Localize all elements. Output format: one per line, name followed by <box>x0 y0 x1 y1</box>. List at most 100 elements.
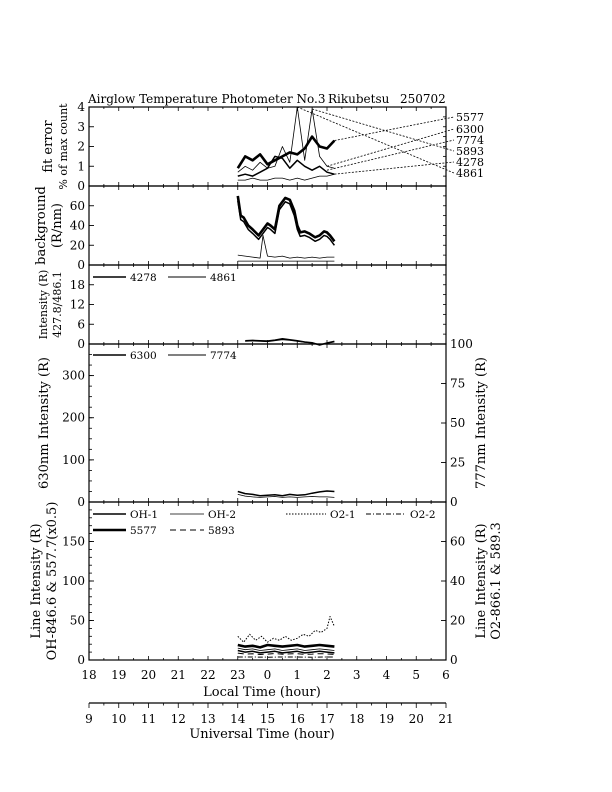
intensity-427-486-ytick-label-left: 0 <box>77 337 85 351</box>
line-intensity-ylabel-left: Line Intensity (R) <box>29 523 44 638</box>
line-intensity-ytick-label-left: 100 <box>62 574 85 588</box>
x-axes-group: Local Time (hour) Universal Time (hour) … <box>81 668 453 742</box>
intensity-630-777-ytick-label-right: 75 <box>450 377 465 391</box>
fit-error-frame <box>88 106 447 187</box>
intensity-427-486-legend-label-4278: 4278 <box>130 272 157 284</box>
intensity-630-777-ytick-label-left: 0 <box>77 495 85 509</box>
line-intensity-series-5577 <box>237 643 335 649</box>
fit-error-legend-7774: 7774 <box>456 134 484 147</box>
intensity-630-777-ytick-label-right: 100 <box>450 337 473 351</box>
fit-error-leader-7774 <box>326 139 455 171</box>
local-time-tick-label: 0 <box>264 668 272 682</box>
background-series-low-level <box>237 234 335 259</box>
ut-tick-label: 13 <box>200 712 215 726</box>
fit-error-ytick-label-left: 4 <box>77 100 85 114</box>
local-time-tick-label: 3 <box>353 668 361 682</box>
chart-title: Airglow Temperature Photometer No.3 <box>87 92 326 106</box>
line-intensity-ytick-label-left: 50 <box>70 614 85 628</box>
local-time-tick-label: 19 <box>111 668 126 682</box>
line-intensity-ytick-label-right: 0 <box>450 653 458 667</box>
fit-error-ylabel-2: % of max count <box>57 103 70 190</box>
intensity-630-777-ytick-label-left: 300 <box>62 369 85 383</box>
background-panel: 0 20 40 60 background (R/nm) <box>34 185 447 272</box>
local-time-tick-label: 22 <box>200 668 215 682</box>
intensity-630-777-legend-label-6300: 6300 <box>130 350 157 362</box>
fit-error-legend-4861: 4861 <box>456 167 484 180</box>
line-intensity-series-OH-1 <box>237 649 335 654</box>
intensity-427-486-ytick-label-left: 12 <box>70 298 85 312</box>
intensity-427-486-ytick-label-left: 18 <box>70 278 85 292</box>
line-intensity-series-OH-2 <box>237 647 335 651</box>
fit-error-ytick-label-left: 0 <box>77 179 85 193</box>
intensity-427-486-series-4861 <box>245 339 335 346</box>
local-time-tick-label: 23 <box>230 668 245 682</box>
ut-tick-label: 9 <box>85 712 93 726</box>
ut-tick-label: 14 <box>230 712 246 726</box>
background-ytick-label-left: 40 <box>70 219 85 233</box>
line-intensity-ytick-label-right: 20 <box>450 614 465 628</box>
line-intensity-ylabel-left-2: OH-846.6 & 557.7(x0.5) <box>45 502 60 661</box>
intensity-630-777-panel: 0 100 200 300 0 25 50 75 100 630nm Intensity (R) 7… <box>37 337 489 509</box>
line-intensity-legend-label-OH-1: OH-1 <box>130 509 158 521</box>
line-intensity-legend-label-O2-2: O2-2 <box>410 509 436 521</box>
intensity-630-777-ylabel-left: 630nm Intensity (R) <box>37 357 52 489</box>
fit-error-ytick-label-left: 2 <box>77 140 85 154</box>
local-time-tick-label: 4 <box>383 668 391 682</box>
local-time-tick-label: 5 <box>412 668 420 682</box>
line-intensity-ytick-label-left: 150 <box>62 535 85 549</box>
background-ytick-label-left: 20 <box>70 238 85 252</box>
ut-tick-label: 19 <box>379 712 394 726</box>
intensity-427-486-ylabel-2: 427.8/486.1 <box>51 271 64 338</box>
fit-error-legend-6300: 6300 <box>456 123 484 136</box>
line-intensity-ytick-label-right: 60 <box>450 535 465 549</box>
intensity-630-777-ylabel-right: 777nm Intensity (R) <box>474 357 489 489</box>
local-time-tick-label: 18 <box>81 668 96 682</box>
line-intensity-ylabel-right-2: O2-866.1 & 589.3 <box>489 522 504 640</box>
background-ylabel: background <box>34 186 49 265</box>
ut-tick-label: 21 <box>438 712 453 726</box>
ut-tick-label: 15 <box>260 712 275 726</box>
fit-error-legend-5577: 5577 <box>456 111 484 124</box>
local-time-tick-label: 20 <box>141 668 156 682</box>
fit-error-panel: 0 1 2 3 4 fit error% of max count 557763007774… <box>41 100 484 193</box>
intensity-630-777-ytick-label-right: 0 <box>450 495 458 509</box>
fit-error-series-4278 <box>237 173 335 181</box>
background-series-lower <box>237 200 336 246</box>
fit-error-ytick-label-left: 1 <box>77 159 85 173</box>
ut-tick-label: 18 <box>349 712 364 726</box>
local-time-tick-label: 2 <box>323 668 331 682</box>
fit-error-legend-4278: 4278 <box>456 156 484 169</box>
line-intensity-legend-label-OH-2: OH-2 <box>208 509 236 521</box>
line-intensity-series-O2-1 <box>237 616 335 643</box>
ut-tick-label: 12 <box>171 712 186 726</box>
background-series-upper <box>236 195 336 243</box>
local-time-tick-label: 6 <box>442 668 450 682</box>
fit-error-leader-6300 <box>326 128 455 167</box>
fit-error-leader-5893 <box>312 108 455 152</box>
line-intensity-ytick-label-right: 40 <box>450 574 465 588</box>
intensity-630-777-ytick-label-right: 25 <box>450 456 465 470</box>
intensity-427-486-ylabel: Intensity (R) <box>37 270 50 340</box>
fit-error-series-7774 <box>237 155 335 177</box>
line-intensity-series-5893 <box>237 652 335 655</box>
intensity-630-777-ytick-label-left: 100 <box>62 453 85 467</box>
line-intensity-ytick-label-left: 0 <box>77 653 85 667</box>
intensity-630-777-series-6300 <box>237 490 335 497</box>
ut-tick-label: 10 <box>111 712 126 726</box>
station-name: Rikubetsu <box>328 92 390 106</box>
line-intensity-legend-label-5893: 5893 <box>208 525 235 537</box>
ut-tick-label: 16 <box>290 712 305 726</box>
background-ytick-label-left: 0 <box>77 258 85 272</box>
line-intensity-panel: 0 50 100 150 0 20 40 60 Line Intensity (R) OH-846… <box>29 501 504 667</box>
fit-error-leader-5577 <box>334 116 455 141</box>
intensity-630-777-legend-label-7774: 7774 <box>210 350 237 362</box>
ut-tick-label: 17 <box>319 712 334 726</box>
intensity-630-777-series-7774 <box>237 494 335 498</box>
intensity-427-486-ytick-label-left: 6 <box>77 317 85 331</box>
fit-error-ytick-label-left: 3 <box>77 120 85 134</box>
ut-tick-label: 11 <box>141 712 156 726</box>
ut-tick-label: 20 <box>409 712 424 726</box>
line-intensity-legend-label-5577: 5577 <box>130 525 157 537</box>
